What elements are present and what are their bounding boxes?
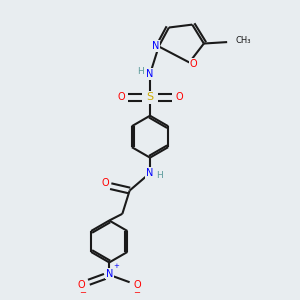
Text: N: N xyxy=(106,268,113,278)
Text: O: O xyxy=(101,178,109,188)
Text: O: O xyxy=(78,280,86,290)
Text: −: − xyxy=(79,288,86,297)
Text: O: O xyxy=(175,92,183,102)
Text: H: H xyxy=(137,67,144,76)
Text: N: N xyxy=(146,168,154,178)
Text: O: O xyxy=(133,280,141,290)
Text: N: N xyxy=(152,41,159,51)
Text: S: S xyxy=(146,92,154,102)
Text: +: + xyxy=(114,263,119,269)
Text: CH₃: CH₃ xyxy=(236,36,251,45)
Text: H: H xyxy=(156,171,163,180)
Text: −: − xyxy=(133,288,140,297)
Text: O: O xyxy=(117,92,125,102)
Text: N: N xyxy=(146,69,154,79)
Text: O: O xyxy=(190,59,197,69)
